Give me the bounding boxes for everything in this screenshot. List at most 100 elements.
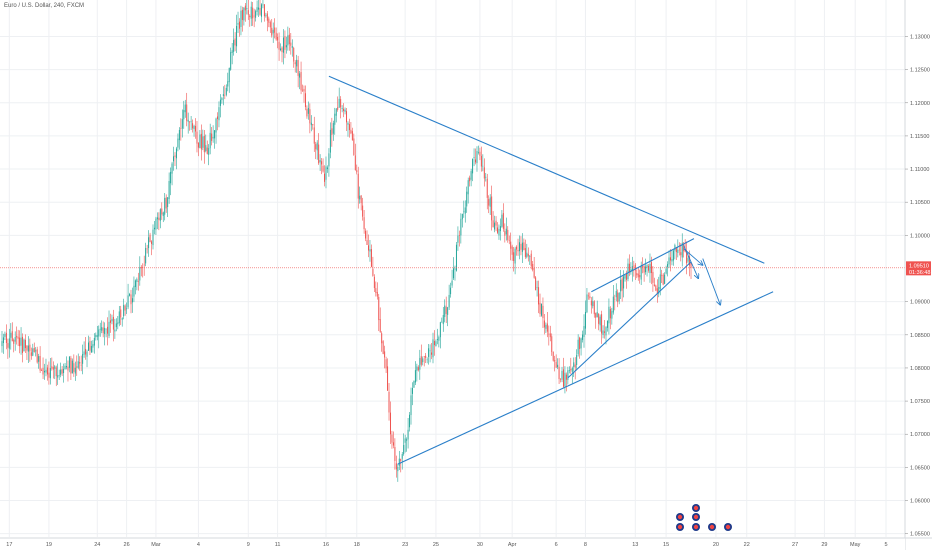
candle[interactable]: [197, 142, 199, 157]
candle[interactable]: [536, 280, 538, 297]
candle[interactable]: [354, 143, 356, 171]
candle[interactable]: [212, 125, 214, 143]
candle[interactable]: [167, 197, 169, 217]
candle[interactable]: [429, 344, 431, 363]
candle[interactable]: [307, 101, 309, 120]
candle[interactable]: [554, 355, 556, 372]
candle[interactable]: [32, 343, 34, 357]
flag-icon[interactable]: [692, 513, 700, 521]
time-axis[interactable]: [0, 538, 905, 550]
candle[interactable]: [258, 0, 260, 18]
candle[interactable]: [520, 236, 522, 256]
candle[interactable]: [401, 452, 403, 470]
candle[interactable]: [4, 331, 6, 341]
candle[interactable]: [120, 305, 122, 325]
candle[interactable]: [142, 263, 144, 278]
candle[interactable]: [398, 450, 400, 471]
candle[interactable]: [497, 222, 499, 235]
candle[interactable]: [546, 312, 548, 338]
candle[interactable]: [318, 133, 320, 165]
candle[interactable]: [250, 1, 252, 27]
candle[interactable]: [665, 265, 667, 275]
candle[interactable]: [652, 265, 654, 292]
candle[interactable]: [445, 296, 447, 323]
candle[interactable]: [309, 103, 311, 134]
candle[interactable]: [376, 282, 378, 300]
candle[interactable]: [568, 366, 570, 374]
candle[interactable]: [225, 84, 227, 97]
candle[interactable]: [436, 328, 438, 345]
flag-icon[interactable]: [692, 504, 700, 512]
candle[interactable]: [293, 46, 295, 68]
candle[interactable]: [227, 72, 229, 92]
candle[interactable]: [237, 11, 239, 34]
candle[interactable]: [74, 361, 76, 381]
flag-icon[interactable]: [676, 513, 684, 521]
candle[interactable]: [649, 253, 651, 283]
candle[interactable]: [590, 297, 592, 314]
candle[interactable]: [576, 349, 578, 371]
candle[interactable]: [178, 127, 180, 150]
candle[interactable]: [240, 5, 242, 36]
candle[interactable]: [228, 67, 230, 93]
candle[interactable]: [51, 357, 53, 371]
candle[interactable]: [11, 322, 13, 342]
candle[interactable]: [105, 328, 107, 338]
candle[interactable]: [82, 344, 84, 375]
candle[interactable]: [675, 246, 677, 260]
candle[interactable]: [98, 325, 100, 349]
candle[interactable]: [476, 146, 478, 172]
candle[interactable]: [438, 335, 440, 348]
candle[interactable]: [1, 331, 3, 353]
candle[interactable]: [39, 346, 41, 374]
candle[interactable]: [58, 369, 60, 380]
candle[interactable]: [407, 417, 409, 449]
candle[interactable]: [624, 274, 626, 282]
candle[interactable]: [664, 272, 666, 285]
candle[interactable]: [20, 327, 22, 355]
candle[interactable]: [404, 434, 406, 453]
candle[interactable]: [90, 340, 92, 353]
candle[interactable]: [592, 296, 594, 309]
candle[interactable]: [653, 277, 655, 287]
candle[interactable]: [394, 438, 396, 470]
candle[interactable]: [126, 302, 128, 314]
candle[interactable]: [366, 230, 368, 246]
candle[interactable]: [41, 368, 43, 372]
candle[interactable]: [85, 337, 87, 360]
flag-icon[interactable]: [692, 523, 700, 531]
candle[interactable]: [473, 148, 475, 167]
candle[interactable]: [422, 356, 424, 366]
candle[interactable]: [655, 284, 657, 292]
candle[interactable]: [595, 312, 597, 329]
candle[interactable]: [158, 212, 160, 231]
candle[interactable]: [338, 87, 340, 108]
candle[interactable]: [502, 203, 504, 232]
candle[interactable]: [517, 238, 519, 256]
candle[interactable]: [521, 233, 523, 264]
candle[interactable]: [539, 293, 541, 317]
candle[interactable]: [668, 250, 670, 269]
candle[interactable]: [499, 218, 501, 241]
candle[interactable]: [370, 244, 372, 268]
candle[interactable]: [218, 101, 220, 128]
candle[interactable]: [124, 304, 126, 316]
candle[interactable]: [379, 307, 381, 333]
candle[interactable]: [661, 269, 663, 283]
candle[interactable]: [475, 148, 477, 165]
candle[interactable]: [312, 123, 314, 130]
candle[interactable]: [23, 338, 25, 352]
candle[interactable]: [247, 0, 249, 20]
candle[interactable]: [529, 255, 531, 265]
candle[interactable]: [454, 265, 456, 281]
candle[interactable]: [87, 335, 89, 352]
candle[interactable]: [151, 240, 153, 256]
candle[interactable]: [620, 269, 622, 300]
candle[interactable]: [397, 463, 399, 482]
candle[interactable]: [152, 224, 154, 250]
candle[interactable]: [192, 119, 194, 133]
candle[interactable]: [193, 124, 195, 137]
candle[interactable]: [658, 276, 660, 298]
candle[interactable]: [444, 299, 446, 323]
